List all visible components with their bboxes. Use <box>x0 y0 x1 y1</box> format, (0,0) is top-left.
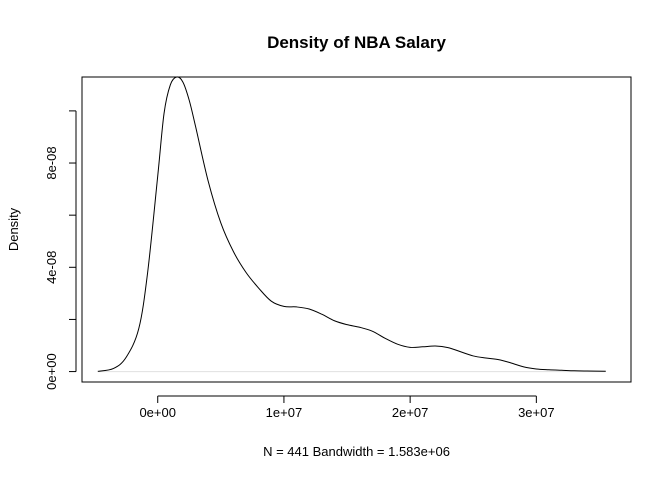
x-axis-label: N = 441 Bandwidth = 1.583e+06 <box>263 444 450 459</box>
y-tick-label: 8e-08 <box>44 146 59 179</box>
y-axis: 0e+00 4e-08 8e-08 <box>44 110 77 390</box>
y-axis-label: Density <box>6 207 21 251</box>
x-axis: 0e+00 1e+07 2e+07 3e+07 <box>139 395 555 420</box>
y-tick-label: 0e+00 <box>44 353 59 390</box>
x-tick-label: 3e+07 <box>518 405 555 420</box>
density-curve <box>97 76 606 372</box>
x-tick-label: 2e+07 <box>392 405 429 420</box>
y-tick-label: 4e-08 <box>44 251 59 284</box>
x-tick-label: 1e+07 <box>266 405 303 420</box>
plot-frame <box>81 76 632 383</box>
x-tick-label: 0e+00 <box>139 405 176 420</box>
chart-title: Density of NBA Salary <box>267 33 446 52</box>
